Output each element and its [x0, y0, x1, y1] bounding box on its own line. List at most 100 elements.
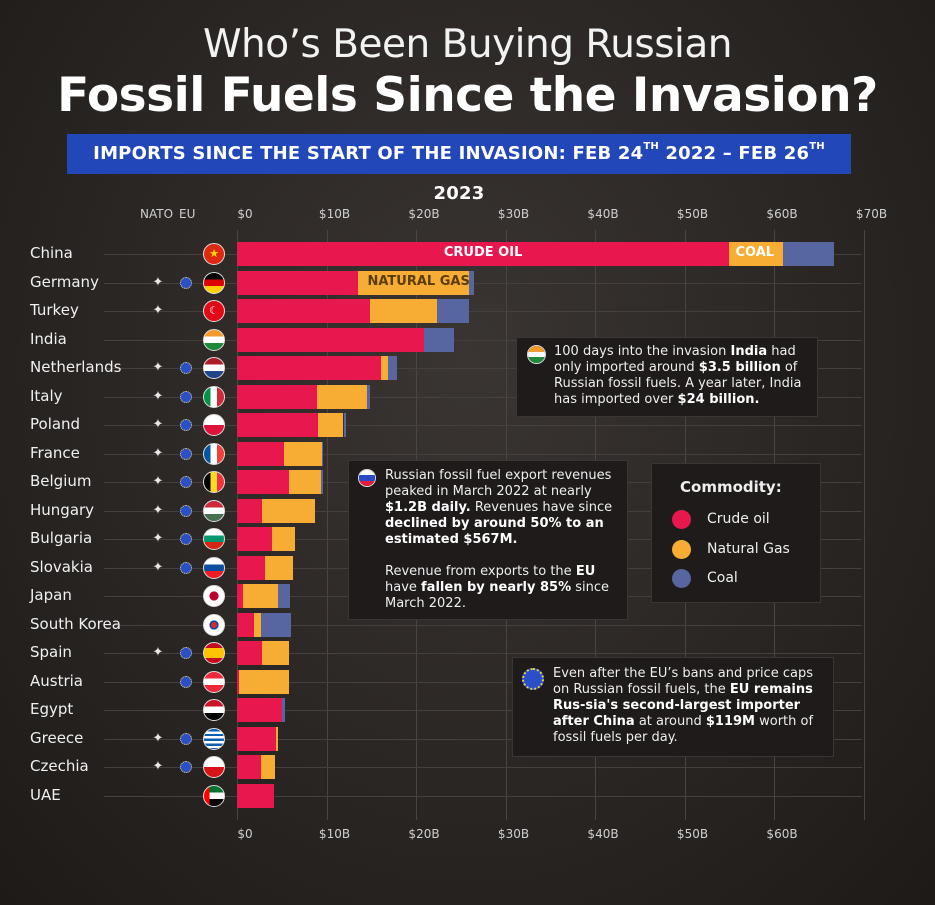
row-guide-line — [104, 282, 862, 284]
bar-poland-crude-oil — [237, 413, 319, 437]
x-tick-top-7: $70B — [855, 207, 888, 221]
coal-bar-label: COAL — [735, 245, 775, 260]
country-label-bulgaria: Bulgaria — [30, 529, 93, 547]
bar-south-korea-crude-oil — [237, 612, 254, 637]
bar-turkey-natural-gas — [370, 299, 438, 323]
germany-flag-icon — [203, 271, 225, 294]
bar-greece-crude-oil — [237, 726, 277, 751]
legend-title: Commodity: — [680, 478, 782, 496]
bar-spain-crude-oil — [237, 641, 263, 665]
country-label-austria: Austria — [30, 671, 83, 690]
row-guide-line — [104, 339, 862, 341]
country-label-belgium: Belgium — [30, 472, 92, 490]
nato-member-icon: ✦ — [152, 445, 164, 461]
row-guide-line — [104, 767, 862, 768]
country-label-india: India — [30, 329, 67, 348]
country-label-egypt: Egypt — [30, 700, 74, 718]
date-range-banner: IMPORTS SINCE THE START OF THE INVASION:… — [67, 134, 851, 204]
gridline-1 — [326, 230, 328, 820]
row-guide-line — [104, 425, 862, 426]
bar-belgium-crude-oil — [237, 470, 289, 494]
bar-greece-natural-gas — [276, 726, 279, 751]
bar-egypt-coal — [281, 698, 286, 722]
eu-member-icon — [180, 647, 192, 659]
bar-turkey-coal — [437, 299, 469, 323]
eu-member-icon — [180, 447, 192, 460]
x-tick-top-5: $50B — [676, 207, 709, 221]
india-annotation: 100 days into the invasion India had onl… — [516, 337, 818, 417]
x-tick-top-4: $40B — [587, 207, 619, 221]
bar-slovakia-crude-oil — [237, 555, 265, 580]
russia-flag-icon — [358, 469, 376, 487]
bar-egypt-crude-oil — [237, 698, 282, 722]
legend: Commodity: Crude oil Natural Gas Coal — [651, 463, 821, 603]
legend-coal-label: Coal — [707, 570, 738, 586]
country-label-china: China — [30, 244, 73, 262]
netherlands-flag-icon — [203, 357, 225, 379]
bar-hungary-natural-gas — [262, 498, 315, 523]
country-label-japan: Japan — [30, 586, 72, 604]
bar-south-korea-coal — [261, 612, 291, 637]
japan-flag-icon — [203, 585, 225, 607]
crude-oil-bar-label: CRUDE OIL — [443, 245, 523, 260]
row-guide-line — [104, 738, 862, 740]
bar-netherlands-natural-gas — [381, 356, 389, 380]
x-tick-bottom-6: $60B — [766, 827, 798, 841]
bar-china-coal — [782, 242, 834, 266]
bar-belgium-natural-gas — [288, 470, 322, 494]
eu-member-icon — [180, 561, 192, 574]
bar-netherlands-crude-oil — [237, 356, 382, 380]
x-tick-top-2: $20B — [408, 207, 440, 221]
bar-japan-natural-gas — [243, 584, 279, 608]
gridline-7 — [863, 230, 865, 820]
nato-member-icon: ✦ — [152, 474, 164, 489]
nato-member-icon: ✦ — [152, 417, 164, 432]
row-guide-line — [104, 710, 862, 711]
bar-uae-crude-oil — [237, 783, 274, 808]
bar-india-crude-oil — [237, 327, 425, 352]
legend-coal-swatch — [672, 569, 691, 588]
bar-germany-coal — [468, 270, 475, 295]
bar-bulgaria-crude-oil — [237, 527, 272, 551]
country-label-uae: UAE — [30, 785, 61, 804]
eu-member-icon — [180, 419, 192, 431]
bar-france-crude-oil — [237, 441, 285, 466]
country-label-france: France — [30, 443, 80, 462]
eu-member-icon — [180, 476, 192, 488]
austria-flag-icon — [203, 670, 225, 693]
row-guide-line — [104, 653, 862, 654]
x-tick-top-3: $30B — [497, 207, 530, 221]
title-line-1: Who’s Been Buying Russian — [202, 22, 733, 67]
bar-germany-crude-oil — [237, 270, 358, 295]
row-guide-line — [104, 453, 862, 455]
nato-member-icon: ✦ — [152, 303, 164, 318]
hungary-flag-icon — [203, 499, 225, 522]
nato-member-icon: ✦ — [152, 531, 164, 546]
bar-netherlands-coal — [388, 356, 398, 380]
south-korea-flag-icon — [203, 613, 225, 636]
bar-hungary-crude-oil — [237, 498, 263, 523]
row-guide-line — [104, 311, 862, 312]
poland-flag-icon — [203, 414, 225, 436]
eu-member-icon — [180, 362, 192, 374]
country-label-germany: Germany — [30, 272, 99, 291]
bar-bulgaria-natural-gas — [271, 527, 296, 551]
country-label-hungary: Hungary — [30, 500, 95, 519]
india-flag-icon — [527, 345, 546, 364]
x-tick-bottom-3: $30B — [497, 827, 530, 841]
bar-turkey-crude-oil — [237, 299, 371, 323]
nato-member-icon: ✦ — [152, 360, 164, 375]
x-tick-bottom-0: $0 — [237, 827, 253, 841]
natural-gas-bar-label: NATURAL GAS — [367, 273, 470, 289]
title-line-2: Fossil Fuels Since the Invasion? — [57, 68, 878, 123]
row-guide-line — [104, 624, 862, 626]
country-label-poland: Poland — [30, 415, 81, 433]
spain-flag-icon — [203, 642, 225, 664]
italy-flag-icon — [203, 385, 225, 408]
eu-member-icon — [180, 675, 192, 688]
bar-italy-natural-gas — [316, 384, 367, 409]
nato-member-icon: ✦ — [152, 388, 164, 404]
bar-spain-natural-gas — [262, 641, 289, 665]
row-guide-line — [104, 681, 862, 683]
slovakia-flag-icon — [203, 556, 225, 579]
